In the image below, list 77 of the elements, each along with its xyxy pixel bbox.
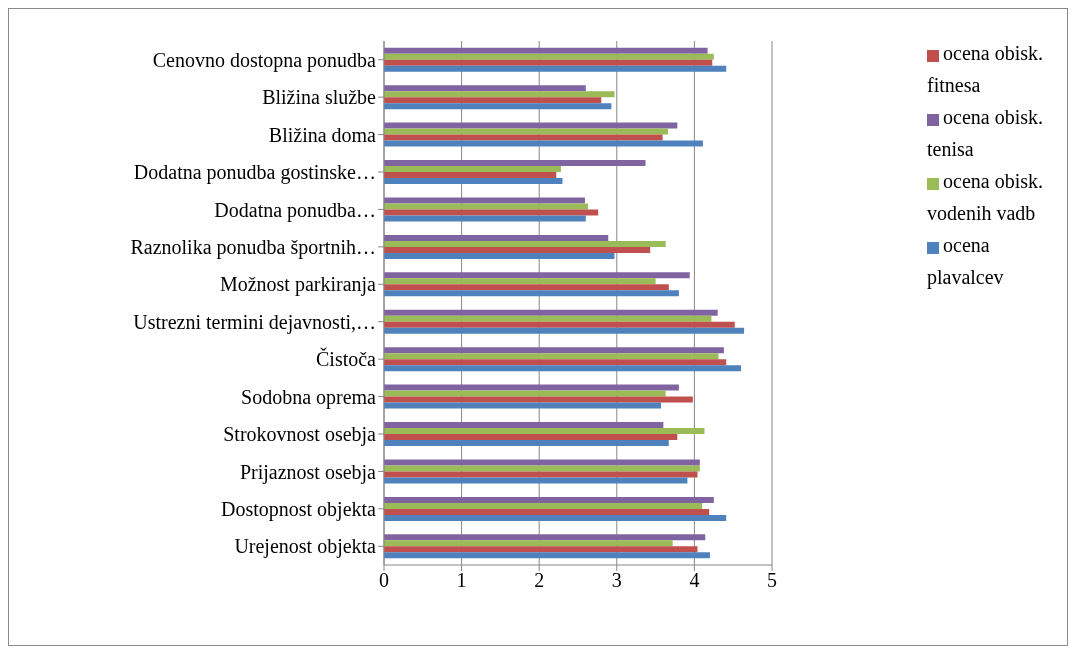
bar	[384, 359, 727, 366]
bar	[384, 347, 724, 354]
bar	[384, 246, 651, 253]
bar	[384, 278, 656, 285]
bar	[384, 203, 589, 210]
bar	[384, 514, 727, 521]
y-tick-label: Raznolika ponudba športnih…	[130, 235, 376, 259]
y-tick-label: Dodatna ponudba…	[214, 198, 376, 222]
y-tick-label: Prijaznost osebja	[239, 460, 377, 484]
bar	[384, 552, 710, 559]
x-tick-label: 2	[534, 569, 545, 592]
bar	[384, 477, 688, 484]
bar	[384, 321, 735, 328]
y-tick-label: Urejenost objekta	[234, 535, 377, 559]
bar	[384, 172, 557, 179]
bar	[384, 496, 714, 503]
y-tick-label: Sodobna oprema	[241, 385, 377, 409]
bar	[384, 402, 662, 409]
y-tick-label: Dostopnost objekta	[221, 497, 377, 521]
bar	[384, 59, 713, 66]
bar	[384, 396, 693, 403]
y-tick-label: Bližina službe	[262, 86, 377, 109]
bar	[384, 434, 678, 441]
bar	[384, 309, 718, 316]
bar	[384, 240, 666, 247]
y-tick-label: Cenovno dostopna ponudba	[152, 48, 377, 72]
y-tick-label: Strokovnost osebja	[223, 423, 377, 447]
bar	[384, 178, 563, 185]
bar	[384, 140, 703, 147]
bar	[384, 365, 741, 372]
x-tick-label: 5	[767, 569, 777, 592]
bar	[384, 284, 669, 291]
bar	[384, 65, 727, 72]
bar	[384, 272, 690, 279]
legend-label: ocena plavalcev	[927, 234, 1004, 288]
bar	[384, 315, 712, 322]
bar	[384, 91, 615, 98]
bar	[384, 215, 586, 222]
bar	[384, 390, 666, 397]
bar	[384, 209, 599, 216]
bar	[384, 197, 585, 204]
bar	[384, 428, 705, 435]
bar	[384, 534, 706, 541]
bar	[384, 440, 669, 447]
bar	[384, 508, 710, 515]
bar	[384, 290, 679, 297]
x-tick-label: 0	[379, 569, 389, 592]
x-tick-label: 4	[689, 569, 700, 592]
bar	[384, 97, 602, 104]
bar	[384, 85, 586, 92]
bar	[384, 465, 700, 472]
y-tick-label: Možnost parkiranja	[219, 273, 377, 297]
bar	[384, 540, 673, 547]
y-tick-label: Ustrezni termini dejavnosti,…	[133, 310, 376, 334]
bar	[384, 252, 615, 259]
bar	[384, 459, 700, 466]
bar	[384, 122, 678, 129]
bar	[384, 502, 703, 509]
bar	[384, 160, 646, 167]
bar	[384, 422, 664, 429]
bar	[384, 546, 698, 553]
bar	[384, 384, 679, 391]
x-tick-label: 1	[456, 569, 467, 592]
y-tick-label: Bližina doma	[268, 123, 377, 146]
bar	[384, 327, 745, 334]
bar	[384, 234, 609, 241]
bar	[384, 128, 669, 135]
bar	[384, 53, 714, 60]
y-tick-label: Čistoča	[316, 347, 377, 371]
bar	[384, 103, 612, 110]
y-tick-label: Dodatna ponudba gostinske…	[133, 161, 376, 185]
bar	[384, 47, 708, 54]
bar	[384, 353, 719, 360]
x-tick-label: 3	[611, 569, 622, 592]
bar	[384, 134, 663, 141]
bar	[384, 166, 561, 173]
bar	[384, 471, 698, 478]
